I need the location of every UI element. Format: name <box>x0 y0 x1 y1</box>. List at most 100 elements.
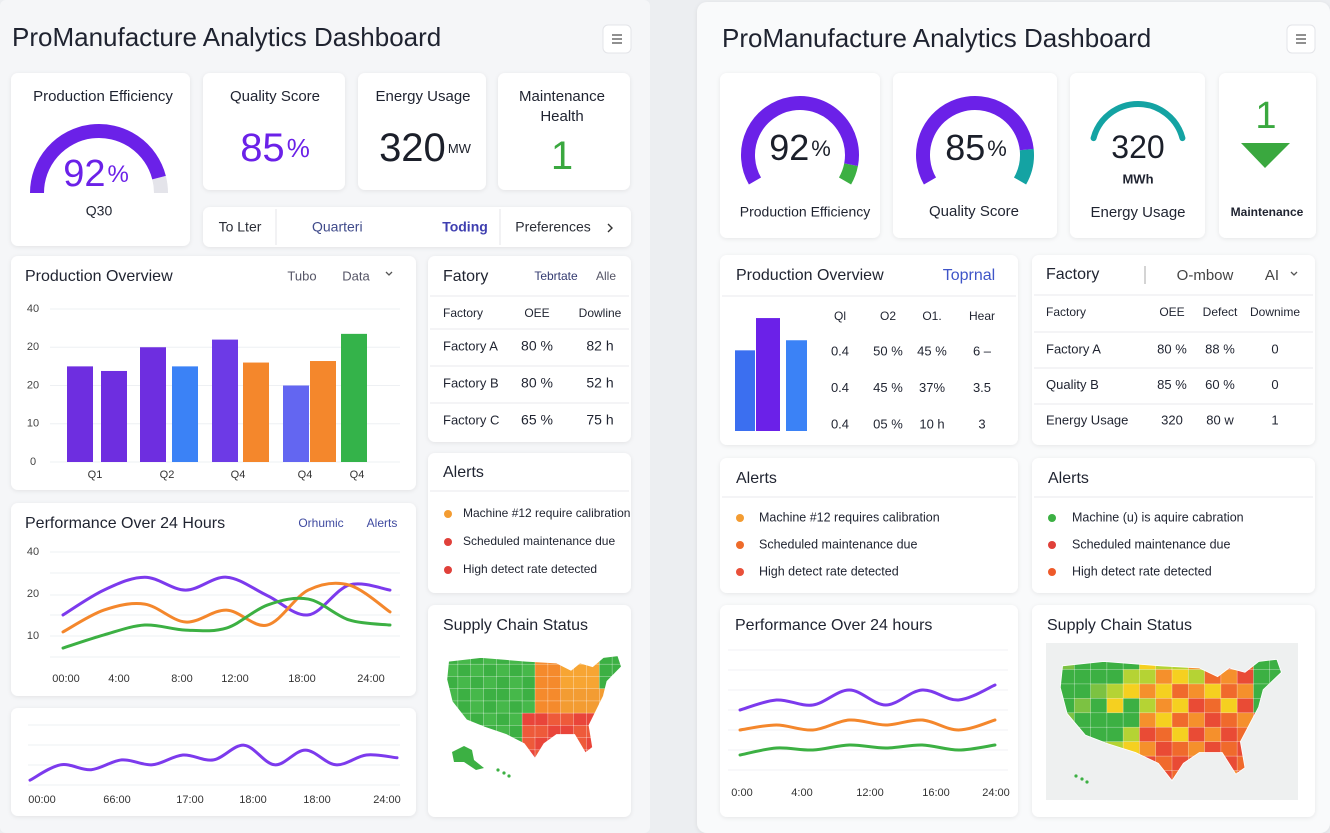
kpi-unit: % <box>287 133 310 163</box>
map-alaska <box>452 746 484 770</box>
tab[interactable]: Quarteri <box>312 219 363 235</box>
map-region <box>508 725 523 739</box>
bar <box>756 318 780 431</box>
map-region <box>1139 683 1157 700</box>
kpi-label: Energy Usage <box>375 88 470 105</box>
x-tick-label: 00:00 <box>52 673 80 685</box>
table-header: O1. <box>922 309 941 323</box>
map-region <box>534 712 549 727</box>
table-cell: Energy Usage <box>1046 412 1128 427</box>
table-cell: 80 w <box>1206 412 1234 427</box>
y-tick-label: 0 <box>30 456 36 468</box>
table-header: Ql <box>834 309 846 323</box>
card-title: Performance Over 24 Hours <box>25 515 225 532</box>
performance-card <box>720 605 1018 817</box>
line-series <box>738 683 997 712</box>
x-tick-label: 18:00 <box>239 794 267 806</box>
kpi-label: Quality Score <box>230 88 320 105</box>
map-outline <box>446 655 622 760</box>
map-region <box>547 712 562 727</box>
map-region <box>1204 712 1222 729</box>
table-header: Defect <box>1203 305 1238 319</box>
table-cell: 80 % <box>1157 341 1187 356</box>
x-tick-label: Q4 <box>231 469 246 481</box>
card-title: Alerts <box>736 470 777 487</box>
table-cell: 0.4 <box>831 343 849 358</box>
alert-dot <box>736 568 744 576</box>
dashboard-title: ProManufacture Analytics Dashboard <box>722 23 1151 53</box>
map-region <box>483 700 498 714</box>
map-region <box>457 676 472 690</box>
map-region <box>573 700 588 714</box>
kpi-value: 92% <box>63 153 129 195</box>
bar <box>310 361 336 462</box>
card-title: Production Overview <box>736 267 884 284</box>
card-control[interactable]: Toprnal <box>943 267 995 284</box>
map-region <box>547 663 562 678</box>
x-tick-label: 12:00 <box>856 787 884 799</box>
line-series <box>61 596 392 650</box>
alert-text: High detect rate detected <box>759 564 899 578</box>
map-region <box>1187 669 1206 685</box>
map-region <box>534 725 549 739</box>
map-region <box>521 700 536 714</box>
line-series <box>738 718 997 732</box>
card-control[interactable]: O-mbow <box>1177 267 1234 284</box>
kpi-label: Production Efficiency <box>33 88 173 105</box>
map-region <box>1122 726 1141 743</box>
tab[interactable]: To Lter <box>219 219 262 235</box>
x-tick-label: 18:00 <box>288 673 316 685</box>
map-region <box>508 700 523 714</box>
kpi-label: Production Efficiency <box>740 204 870 220</box>
card-control[interactable]: Orhumic <box>298 516 343 530</box>
x-tick-label: 24:00 <box>373 794 401 806</box>
card-control[interactable]: Tubo <box>287 268 316 283</box>
table-cell: Quality B <box>1046 377 1099 392</box>
card-control[interactable]: Alerts <box>367 516 398 530</box>
table-cell: 52 h <box>586 375 613 391</box>
bar <box>243 362 269 462</box>
kpi-value: 1 <box>1255 95 1276 137</box>
map-region <box>1220 698 1238 714</box>
table-cell: 75 h <box>586 412 613 428</box>
map-region <box>1220 712 1238 729</box>
map-region <box>1073 698 1092 714</box>
map-region <box>1122 712 1141 729</box>
tab[interactable]: Preferences <box>515 219 590 235</box>
map-region <box>521 663 536 678</box>
tab-bar <box>203 207 631 247</box>
table-cell: 60 % <box>1205 377 1235 392</box>
map-region <box>1106 698 1124 714</box>
map-region <box>483 676 498 690</box>
map-region <box>1090 669 1108 685</box>
map-region <box>1155 698 1173 714</box>
gauge-arc <box>30 124 166 194</box>
kpi-number: 320 <box>1111 129 1164 165</box>
alerts-card <box>720 458 1018 593</box>
y-tick-label: 40 <box>27 303 39 315</box>
card-title: Production Overview <box>25 268 173 285</box>
map-region <box>547 676 562 690</box>
alert-dot <box>1048 541 1056 549</box>
card-control[interactable]: Alle <box>596 269 616 283</box>
map-region <box>1090 683 1108 700</box>
kpi-value: 320 MW <box>379 126 472 170</box>
table-cell: 3.5 <box>973 380 991 395</box>
table-cell: 10 h <box>919 416 944 431</box>
map-region <box>1090 712 1108 729</box>
card-control[interactable]: Data <box>342 268 370 283</box>
card-control[interactable]: Tebrtate <box>534 269 578 283</box>
alert-dot <box>736 541 744 549</box>
line-series <box>28 743 399 782</box>
card-title: Factory <box>1046 266 1099 283</box>
map-region <box>560 676 575 690</box>
tab-active[interactable]: Toding <box>442 219 488 235</box>
alert-dot <box>736 514 744 522</box>
card-control[interactable]: AI <box>1265 267 1279 284</box>
map-hawaii <box>1085 780 1089 784</box>
table-cell: Factory A <box>443 338 498 353</box>
map-hawaii <box>502 771 506 775</box>
kpi-label: Maintenance <box>519 88 605 105</box>
performance-card <box>11 503 416 696</box>
tab-next-arrow[interactable] <box>607 223 613 233</box>
